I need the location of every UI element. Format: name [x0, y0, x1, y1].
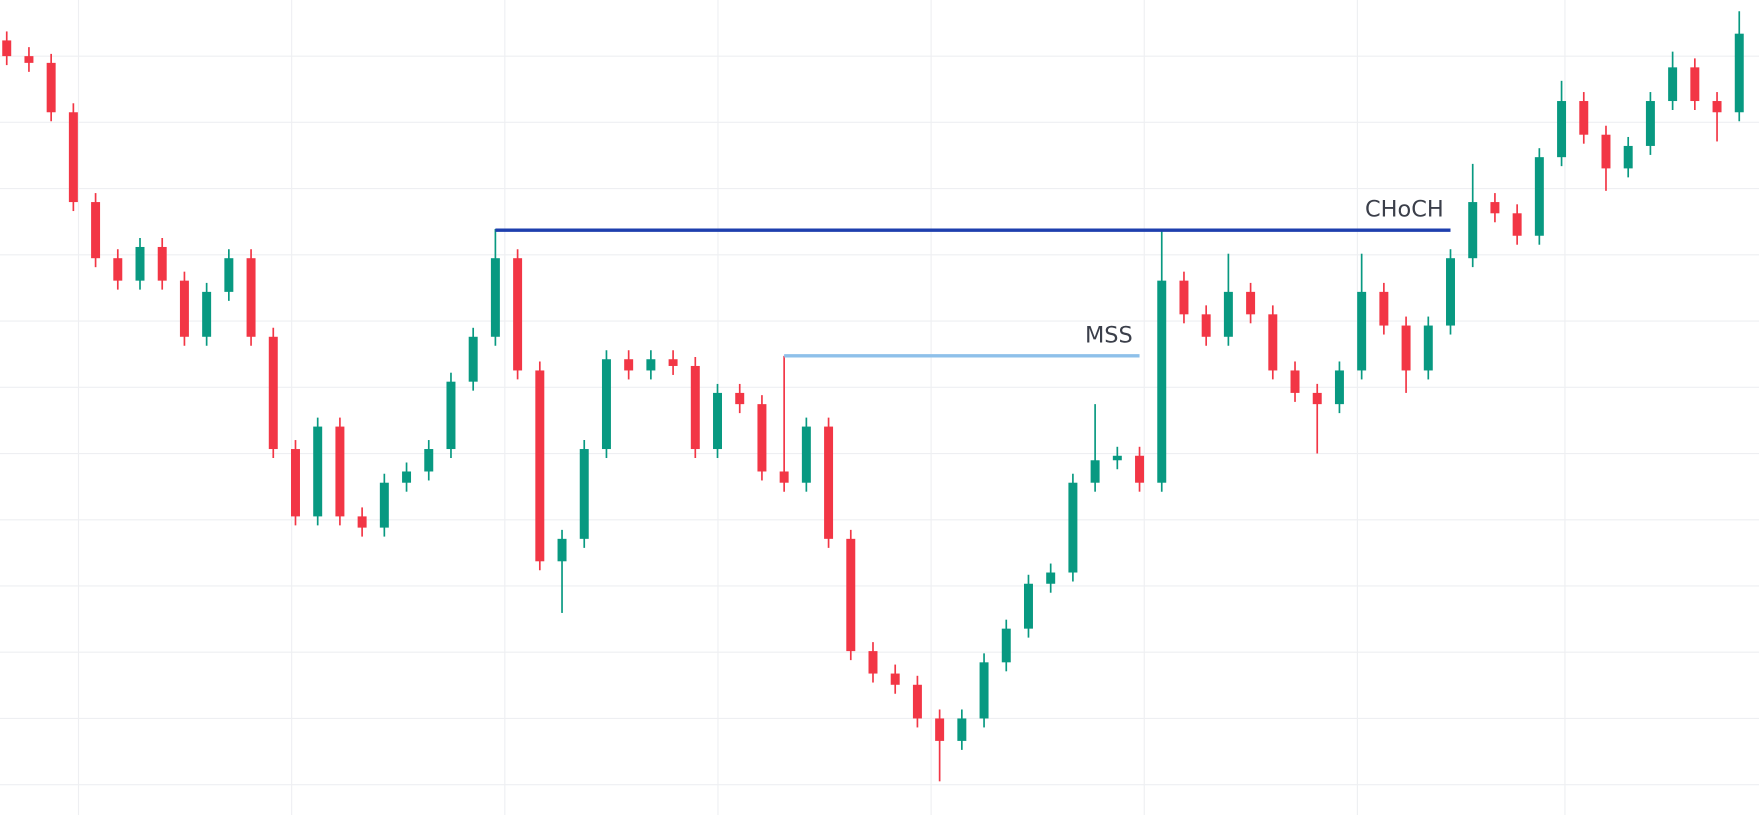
candle-body: [490, 258, 500, 337]
candle-body: [1268, 314, 1278, 371]
candle-body: [1046, 572, 1056, 584]
candle-body: [579, 449, 589, 539]
candle-body: [1001, 628, 1011, 663]
candle-body: [179, 280, 189, 337]
candle-body: [779, 471, 789, 483]
candle-body: [1423, 325, 1433, 371]
candle-body: [313, 426, 323, 517]
candle-body: [1135, 455, 1145, 483]
candle-body: [1446, 258, 1455, 326]
candle-body: [1645, 101, 1655, 146]
candle-body: [46, 62, 56, 113]
candle-body: [690, 365, 700, 450]
candle-body: [268, 336, 278, 450]
candle-body: [157, 246, 167, 281]
candle-body: [1623, 145, 1633, 169]
candle-body: [1401, 325, 1411, 371]
candle-body: [1068, 482, 1078, 573]
candle-body: [935, 718, 945, 741]
candle-body: [379, 482, 389, 528]
candle-body: [1312, 392, 1322, 405]
candle-body: [1201, 314, 1211, 337]
candle-body: [1357, 291, 1367, 371]
candle-body: [1023, 583, 1033, 629]
candle-body: [1290, 370, 1300, 393]
candle-body: [135, 246, 145, 281]
candle-body: [1334, 370, 1344, 405]
candle-body: [1668, 67, 1678, 102]
candle-body: [1512, 213, 1522, 236]
candle-body: [846, 538, 856, 652]
level-label: MSS: [1085, 322, 1133, 348]
candle-body: [890, 673, 900, 685]
candle-body: [246, 258, 256, 337]
candle-body: [1157, 280, 1167, 483]
candle-body: [624, 359, 634, 371]
candle-body: [735, 392, 745, 405]
candle-body: [290, 449, 300, 517]
candle-body: [824, 426, 834, 539]
candle-body: [1557, 101, 1567, 158]
candle-body: [957, 718, 967, 741]
candle-body: [2, 40, 12, 57]
candle-body: [912, 684, 922, 719]
candle-body: [446, 381, 456, 450]
candle-body: [757, 404, 767, 472]
candle-body: [1179, 280, 1189, 315]
candle-body: [202, 291, 212, 337]
candle-body: [1490, 202, 1500, 214]
candle-body: [224, 258, 234, 292]
candle-body: [113, 258, 123, 281]
candle-body: [668, 359, 678, 366]
candle-body: [557, 538, 567, 562]
candle-body: [1223, 291, 1233, 337]
candle-body: [601, 359, 611, 450]
candle-body: [1112, 455, 1122, 461]
candle-body: [1090, 460, 1100, 483]
candle-body: [1534, 157, 1544, 236]
candle-body: [335, 426, 345, 517]
candle-body: [1601, 134, 1611, 169]
candle-body: [1379, 291, 1389, 326]
candle-body: [424, 449, 434, 472]
candle-body: [402, 471, 412, 483]
level-label: CHoCH: [1365, 197, 1444, 223]
candle-body: [535, 370, 545, 562]
candle-body: [713, 392, 722, 450]
candle-body: [1712, 101, 1722, 113]
candle-body: [1579, 101, 1589, 135]
candle-body: [1246, 291, 1256, 315]
candle-body: [1734, 33, 1744, 113]
candle-body: [24, 56, 34, 63]
candle-body: [646, 359, 656, 371]
candle-body: [91, 202, 101, 259]
candle-body: [1468, 202, 1478, 259]
candle-body: [68, 112, 78, 203]
candle-body: [1690, 67, 1700, 102]
candle-body: [979, 662, 989, 719]
candle-body: [868, 651, 878, 674]
candle-body: [513, 258, 523, 371]
candle-body: [468, 336, 478, 382]
candle-body: [801, 426, 811, 483]
candle-body: [357, 516, 367, 528]
